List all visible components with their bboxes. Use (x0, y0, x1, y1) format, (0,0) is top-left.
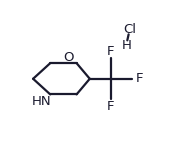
Text: F: F (107, 100, 115, 113)
Text: Cl: Cl (123, 23, 136, 36)
Text: H: H (122, 39, 132, 52)
Text: O: O (63, 51, 73, 64)
Text: F: F (135, 72, 143, 85)
Text: HN: HN (32, 95, 52, 108)
Text: F: F (107, 45, 115, 58)
